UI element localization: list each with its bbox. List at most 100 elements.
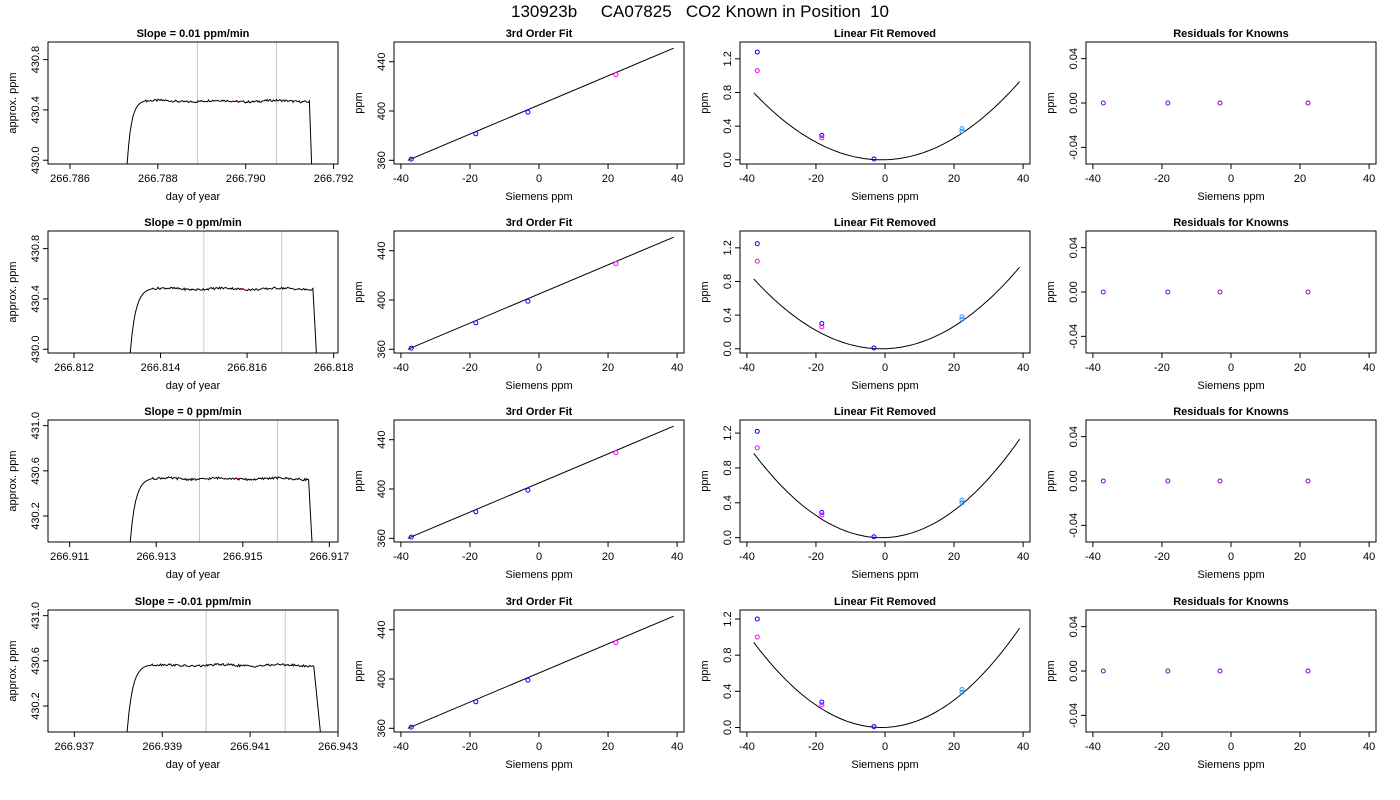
x-tick-label: -20 — [808, 362, 824, 374]
data-point — [959, 689, 965, 695]
data-point — [959, 128, 965, 134]
plot-area — [753, 616, 1021, 730]
y-tick-label: 0.8 — [722, 274, 734, 289]
plot-frame — [47, 609, 339, 733]
y-tick-label: 1.2 — [722, 240, 734, 255]
x-axis-label: Siemens ppm — [851, 191, 918, 203]
data-point — [754, 616, 760, 622]
data-point — [525, 487, 531, 493]
x-axis-label: day of year — [166, 759, 221, 771]
x-tick-label: 20 — [948, 741, 960, 753]
y-tick-label: 431.0 — [30, 412, 42, 440]
mean-marker — [237, 477, 240, 480]
panel-title: Slope = -0.01 ppm/min — [135, 596, 252, 608]
y-tick-label: 440 — [376, 621, 388, 639]
x-tick-label: 0 — [536, 551, 542, 563]
plot-area — [1100, 289, 1311, 295]
y-tick-label: 1.2 — [722, 51, 734, 66]
plot-frame — [1085, 609, 1377, 733]
x-tick-label: 20 — [948, 173, 960, 185]
y-axis-label: ppm — [1045, 660, 1057, 681]
y-tick-label: 440 — [376, 242, 388, 260]
y-axis-label: ppm — [1045, 92, 1057, 113]
x-tick-label: 266.792 — [314, 173, 354, 185]
y-tick-label: 0.8 — [722, 460, 734, 475]
fit-line — [407, 425, 674, 539]
y-tick-label: 0.4 — [722, 307, 734, 322]
x-tick-label: 0 — [1228, 362, 1234, 374]
x-tick-label: -20 — [462, 551, 478, 563]
panel-1-1: Slope = 0.01 ppm/min 266.786 266.788 266.79… — [7, 28, 353, 203]
data-point — [754, 49, 760, 55]
data-point — [819, 324, 825, 330]
x-axis-label: Siemens ppm — [1197, 759, 1264, 771]
residual-point — [1305, 289, 1311, 295]
plot-frame — [393, 41, 685, 165]
x-tick-label: -40 — [393, 173, 409, 185]
y-axis-label: approx. ppm — [7, 261, 19, 322]
data-point — [754, 258, 760, 264]
residual-point — [1100, 478, 1106, 484]
panel-3-3: Linear Fit Removed -40 -20 0 20 40 Siemens ppm… — [699, 406, 1031, 581]
panel-4-1: Slope = -0.01 ppm/min 266.937 266.939 266.9… — [7, 596, 358, 771]
data-point — [408, 534, 414, 540]
x-tick-label: 0 — [882, 173, 888, 185]
x-tick-label: -40 — [393, 362, 409, 374]
x-axis-label: Siemens ppm — [1197, 191, 1264, 203]
figure-title: 130923b CA07825 CO2 Known in Position 10 — [510, 2, 890, 21]
x-tick-label: -20 — [462, 362, 478, 374]
plot-frame — [47, 230, 339, 354]
data-point — [525, 298, 531, 304]
mean-marker — [244, 664, 247, 667]
x-axis-label: day of year — [166, 569, 221, 581]
y-tick-label: 430.4 — [30, 96, 42, 124]
panel-title: Linear Fit Removed — [834, 217, 936, 229]
x-tick-label: -20 — [808, 741, 824, 753]
mean-marker — [235, 100, 238, 103]
x-tick-label: 40 — [1363, 551, 1375, 563]
data-point — [959, 497, 965, 503]
x-axis-label: Siemens ppm — [505, 759, 572, 771]
y-tick-label: 430.4 — [30, 285, 42, 313]
residual-point — [1305, 478, 1311, 484]
x-tick-label: 40 — [671, 551, 683, 563]
x-tick-label: 20 — [1294, 173, 1306, 185]
x-tick-label: 40 — [1017, 551, 1029, 563]
y-tick-label: 430.6 — [30, 647, 42, 675]
panel-title: Residuals for Knowns — [1173, 217, 1289, 229]
y-tick-label: 1.2 — [722, 425, 734, 440]
panel-title: 3rd Order Fit — [506, 217, 573, 229]
x-tick-label: 0 — [536, 362, 542, 374]
x-tick-label: 266.943 — [318, 741, 358, 753]
y-tick-label: 360 — [376, 151, 388, 169]
x-tick-label: 20 — [1294, 551, 1306, 563]
quadratic-curve — [753, 81, 1020, 161]
residual-point — [1305, 100, 1311, 106]
x-axis-label: day of year — [166, 380, 221, 392]
y-tick-label: 0.04 — [1068, 237, 1080, 258]
panel-2-3: Linear Fit Removed -40 -20 0 20 40 Siemens ppm… — [699, 217, 1031, 392]
plot-area — [126, 42, 313, 164]
y-axis-label: ppm — [699, 470, 711, 491]
y-tick-label: -0.04 — [1068, 324, 1080, 349]
y-tick-label: 430.8 — [30, 235, 42, 263]
residual-point — [1217, 478, 1223, 484]
x-tick-label: 266.917 — [309, 551, 349, 563]
data-point — [754, 68, 760, 74]
x-tick-label: 266.911 — [50, 551, 89, 563]
data-point — [408, 156, 414, 162]
x-axis-label: day of year — [166, 191, 221, 203]
y-tick-label: 0.04 — [1068, 426, 1080, 447]
x-tick-label: 266.814 — [141, 362, 181, 374]
data-point — [871, 724, 877, 730]
plot-frame — [47, 419, 339, 543]
data-point — [871, 534, 877, 540]
panel-title: Linear Fit Removed — [834, 28, 936, 40]
panel-4-2: 3rd Order Fit -40 -20 0 20 40 Siemens ppm 360 40… — [353, 596, 685, 771]
y-tick-label: 1.2 — [722, 611, 734, 626]
x-tick-label: -40 — [739, 551, 755, 563]
x-tick-label: 20 — [948, 551, 960, 563]
x-tick-label: -20 — [462, 741, 478, 753]
residual-point — [1100, 100, 1106, 106]
x-tick-label: 266.941 — [230, 741, 270, 753]
